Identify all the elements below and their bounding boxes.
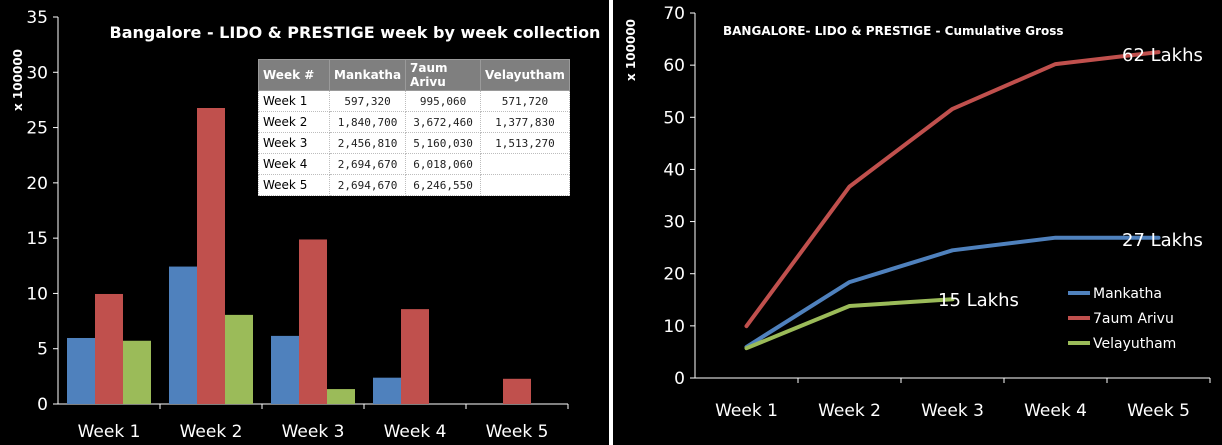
line-chart-legend: Mankatha 7aum Arivu Velayutham [1068, 286, 1176, 352]
series-line [744, 235, 1161, 349]
bar-x-tick-label: Week 4 [384, 422, 447, 442]
bar [373, 377, 401, 404]
line-y-tick-label: 20 [663, 265, 685, 285]
line-x-tick-label: Week 3 [921, 401, 984, 421]
line-x-tick-label: Week 2 [818, 401, 881, 421]
table-cell [480, 174, 570, 196]
bar [95, 293, 123, 404]
table-cell: Week 4 [258, 153, 330, 175]
bar-y-tick-label: 0 [37, 395, 48, 415]
table-cell: 3,672,460 [405, 111, 482, 133]
bar [123, 340, 151, 404]
line-y-tick-label: 50 [663, 108, 685, 128]
table-cell: 6,018,060 [405, 153, 482, 175]
table-cell: Week 2 [258, 111, 330, 133]
legend-label: Velayutham [1093, 336, 1176, 352]
table-cell: 6,246,550 [405, 174, 482, 196]
table-cell [480, 153, 570, 175]
table-cell: 1,840,700 [328, 111, 407, 133]
table-row: Week 4 2,694,670 6,018,060 [258, 153, 570, 175]
table-cell: 1,377,830 [480, 111, 570, 133]
table-cell: Week 5 [258, 174, 330, 196]
table-cell: 5,160,030 [405, 132, 482, 154]
table-cell: 571,720 [480, 90, 570, 112]
bar-x-tick-label: Week 1 [78, 422, 141, 442]
line-y-tick-label: 70 [663, 4, 685, 24]
line-y-tick-label: 10 [663, 317, 685, 337]
line-y-tick-label: 60 [663, 56, 685, 76]
bar-y-tick-label: 20 [26, 174, 48, 194]
7aum-arivu-end-label: 62 Lakhs [1122, 45, 1203, 66]
table-header-row: Week # Mankatha 7aum Arivu Velayutham [258, 59, 570, 91]
legend-label: 7aum Arivu [1093, 311, 1174, 327]
table-cell: 2,694,670 [328, 153, 407, 175]
bar-y-tick-label: 25 [26, 119, 48, 139]
table-header-7aum-arivu: 7aum Arivu [405, 59, 482, 91]
velayutham-end-label: 15 Lakhs [938, 290, 1019, 311]
line-y-tick-label: 40 [663, 160, 685, 180]
bar [503, 378, 531, 404]
bar-x-tick-label: Week 5 [486, 422, 549, 442]
table-cell: 597,320 [328, 90, 407, 112]
weekly-collection-chart-panel: Bangalore - LIDO & PRESTIGE week by week… [0, 0, 609, 445]
table-row: Week 1 597,320 995,060 571,720 [258, 90, 570, 112]
table-cell: 2,694,670 [328, 174, 407, 196]
cumulative-gross-chart-panel: BANGALORE- LIDO & PRESTIGE - Cumulative … [613, 0, 1222, 445]
bar-y-tick-label: 10 [26, 284, 48, 304]
bar [327, 389, 355, 404]
line-x-tick-label: Week 5 [1127, 401, 1190, 421]
table-header-week: Week # [258, 59, 330, 91]
bar [225, 314, 253, 404]
bar [67, 337, 95, 404]
line-chart-title: BANGALORE- LIDO & PRESTIGE - Cumulative … [723, 24, 1064, 38]
table-cell: 995,060 [405, 90, 482, 112]
bar-x-tick-label: Week 2 [180, 422, 243, 442]
bar [169, 266, 197, 404]
bar-chart-y-unit: x 100000 [11, 49, 25, 111]
bar-chart-title: Bangalore - LIDO & PRESTIGE week by week… [110, 23, 601, 42]
bar-y-tick-label: 35 [26, 8, 48, 28]
table-header-mankatha: Mankatha [328, 59, 407, 91]
collection-data-table: Week # Mankatha 7aum Arivu Velayutham We… [258, 59, 570, 196]
bar-y-tick-label: 15 [26, 229, 48, 249]
line-x-tick-label: Week 4 [1024, 401, 1087, 421]
weekly-collection-bar-chart: Bangalore - LIDO & PRESTIGE week by week… [11, 8, 601, 442]
bar [271, 335, 299, 404]
table-row: Week 5 2,694,670 6,246,550 [258, 174, 570, 196]
bar-y-tick-label: 30 [26, 63, 48, 83]
line-chart-y-unit: x 100000 [624, 19, 638, 81]
line-y-tick-label: 0 [674, 369, 685, 389]
table-cell: Week 1 [258, 90, 330, 112]
legend-label: Mankatha [1093, 286, 1162, 302]
cumulative-gross-line-chart: BANGALORE- LIDO & PRESTIGE - Cumulative … [624, 4, 1211, 421]
table-header-velayutham: Velayutham [480, 59, 570, 91]
table-cell: Week 3 [258, 132, 330, 154]
table-row: Week 3 2,456,810 5,160,030 1,513,270 [258, 132, 570, 154]
bar-x-tick-label: Week 3 [282, 422, 345, 442]
bar [299, 239, 327, 404]
bar [197, 108, 225, 405]
line-x-tick-label: Week 1 [715, 401, 778, 421]
table-row: Week 2 1,840,700 3,672,460 1,377,830 [258, 111, 570, 133]
bar-y-tick-label: 5 [37, 340, 48, 360]
line-y-tick-label: 30 [663, 213, 685, 233]
series-line [744, 50, 1161, 329]
bar [401, 309, 429, 404]
series-line [744, 297, 955, 351]
table-cell: 1,513,270 [480, 132, 570, 154]
mankatha-end-label: 27 Lakhs [1122, 230, 1203, 251]
table-cell: 2,456,810 [328, 132, 407, 154]
